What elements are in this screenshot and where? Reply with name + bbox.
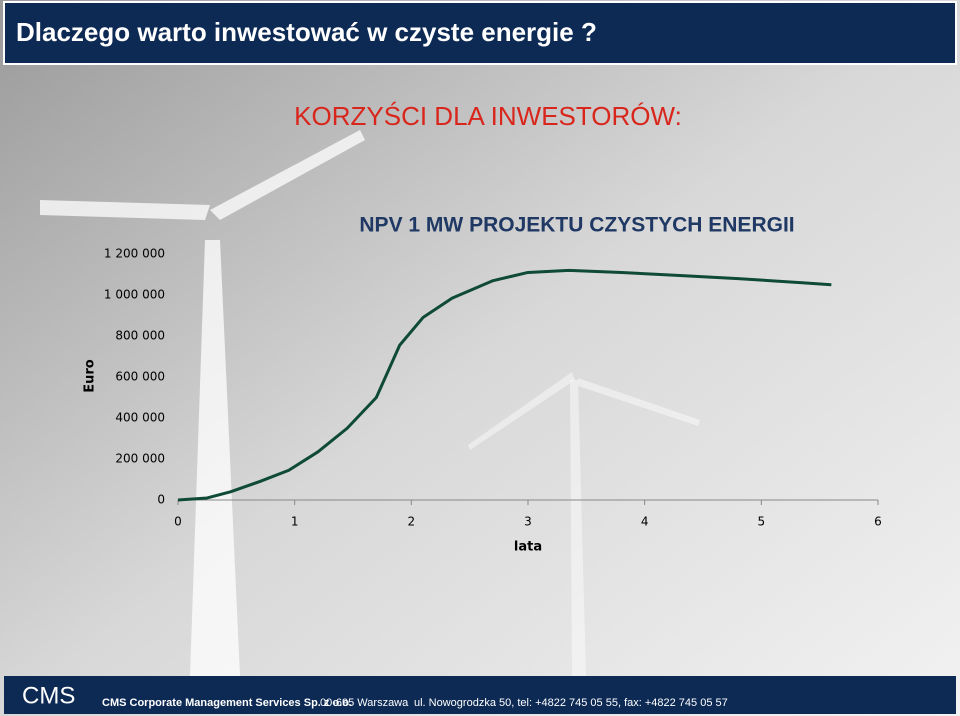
x-tick-label: 0: [174, 515, 182, 529]
x-tick-label: 3: [524, 515, 532, 529]
y-tick-label: 1 000 000: [104, 288, 165, 302]
footer-contact: ul. Nowogrodzka 50, tel: +4822 745 05 55…: [414, 697, 728, 709]
y-tick-label: 800 000: [115, 329, 165, 343]
footer-logo: CMS: [22, 682, 75, 709]
subtitle: KORZYŚCI DLA INWESTORÓW:: [294, 101, 682, 131]
y-tick-label: 0: [157, 493, 165, 507]
footer-bar: [4, 676, 956, 714]
npv-line: [177, 268, 832, 502]
x-tick-label: 1: [291, 515, 299, 529]
y-tick-label: 200 000: [115, 452, 165, 466]
y-tick-label: 1 200 000: [104, 247, 165, 261]
y-tick-label: 400 000: [115, 411, 165, 425]
y-axis-label: Euro: [83, 359, 98, 393]
x-tick-label: 2: [408, 515, 416, 529]
x-tick-label: 4: [641, 515, 649, 529]
footer-company: CMS Corporate Management Services Sp. z …: [102, 697, 352, 709]
turbines: [40, 130, 700, 676]
x-axis-label: lata: [514, 540, 542, 555]
y-tick-label: 600 000: [115, 370, 165, 384]
header-title: Dlaczego warto inwestować w czyste energ…: [16, 17, 597, 47]
chart-title: NPV 1 MW PROJEKTU CZYSTYCH ENERGII: [359, 214, 794, 237]
header-bar: [3, 1, 957, 65]
x-tick-label: 5: [758, 515, 766, 529]
x-tick-label: 6: [874, 515, 882, 529]
footer-address: 00-695 Warszawa: [320, 697, 409, 709]
plot: 0 200 000 400 000 600 000 800 000 1 000 000 1 …: [104, 247, 882, 529]
